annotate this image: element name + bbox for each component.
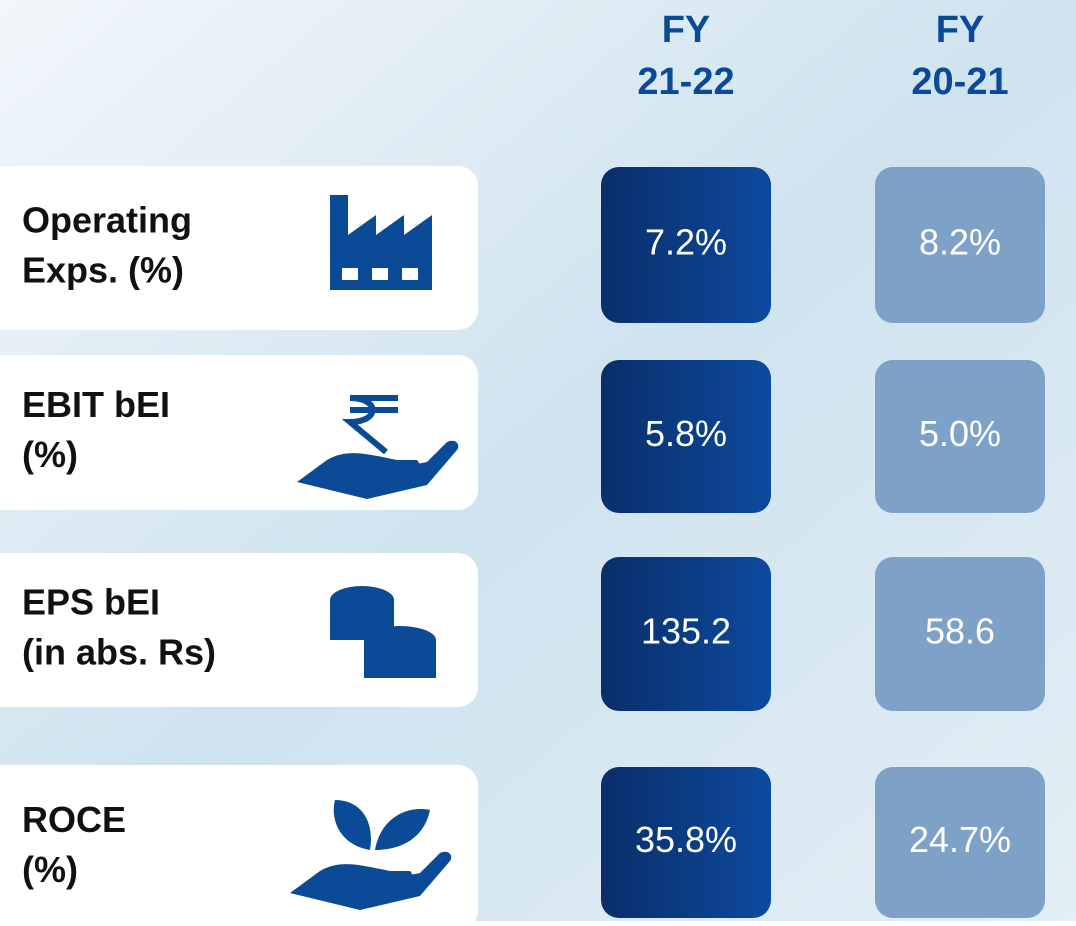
value-text: 7.2% <box>645 222 727 263</box>
value-box <box>875 557 1045 711</box>
value-text: 24.7% <box>909 819 1011 860</box>
row-label: EBIT bEI <box>22 384 170 425</box>
plant-icon <box>333 800 430 850</box>
icons <box>290 195 459 910</box>
value-box <box>875 767 1045 918</box>
value-text: 5.0% <box>919 413 1001 454</box>
hand-icon <box>297 440 459 499</box>
factory-window <box>372 268 388 280</box>
value-box <box>601 360 771 513</box>
value-box <box>601 167 771 323</box>
value-text: 135.2 <box>641 611 731 652</box>
row-label: (in abs. Rs) <box>22 632 216 673</box>
value-text: 8.2% <box>919 222 1001 263</box>
row-label: (%) <box>22 434 78 475</box>
column-header: FY <box>662 9 711 51</box>
column-header: FY <box>936 9 985 51</box>
column-header: 21-22 <box>637 61 734 103</box>
factory-icon <box>330 195 432 290</box>
row-label: ROCE <box>22 799 126 840</box>
value-box <box>875 167 1045 323</box>
rupee-icon <box>341 395 398 455</box>
factory-window <box>342 268 358 280</box>
value-box <box>875 360 1045 513</box>
hand-icon <box>290 851 452 910</box>
column-header: 20-21 <box>911 61 1008 103</box>
value-text: 35.8% <box>635 819 737 860</box>
value-text: 58.6 <box>925 611 995 652</box>
row-label: Exps. (%) <box>22 250 184 291</box>
row-label: EPS bEI <box>22 582 160 623</box>
value-text: 5.8% <box>645 413 727 454</box>
coin-icon <box>364 640 436 678</box>
value-box <box>601 767 771 918</box>
row-label: (%) <box>22 849 78 890</box>
value-box <box>601 557 771 711</box>
factory-window <box>402 268 418 280</box>
row-label: Operating <box>22 200 192 241</box>
